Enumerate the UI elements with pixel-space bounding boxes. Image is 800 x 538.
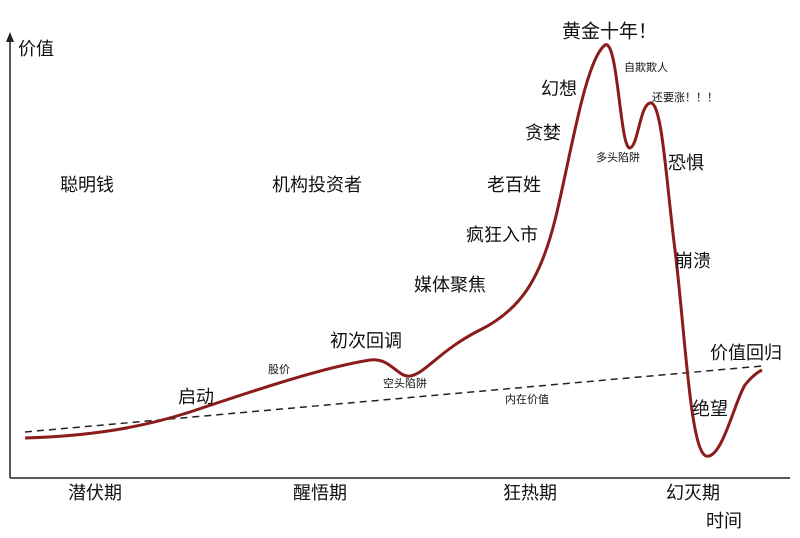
phase-label: 醒悟期 [293,483,347,504]
price-curve [24,43,763,458]
stage-label: 空头陷阱 [383,376,427,390]
y-axis-label: 价值 [18,39,54,60]
y-axis-arrow [6,32,14,42]
stage-label: 崩溃 [675,251,711,272]
stage-label: 多头陷阱 [596,150,640,164]
phase-label: 幻灭期 [666,483,720,504]
stage-label: 恐惧 [668,153,704,174]
stage-label: 初次回调 [330,331,402,352]
participant-label: 老百姓 [487,175,541,196]
intrinsic-value-label: 内在价值 [505,392,549,406]
stage-label: 媒体聚焦 [414,275,486,296]
participant-label: 机构投资者 [272,175,362,196]
stage-label: 价值回归 [710,343,782,364]
stage-label: 自欺欺人 [624,61,668,74]
stage-label: 幻想 [541,79,577,100]
stage-label: 疯狂入市 [466,225,538,246]
stage-label: 还要涨！！！ [652,91,718,104]
price-label: 股价 [268,363,290,376]
phase-label: 潜伏期 [68,483,122,504]
participant-label: 聪明钱 [60,175,114,196]
stage-label: 贪婪 [525,123,561,144]
stage-label: 绝望 [692,399,728,420]
stage-label: 黄金十年！ [562,21,657,43]
x-axis-label: 时间 [706,511,742,532]
phase-label: 狂热期 [503,483,557,504]
stage-label: 启动 [178,387,214,408]
intrinsic-value-line [24,365,763,433]
